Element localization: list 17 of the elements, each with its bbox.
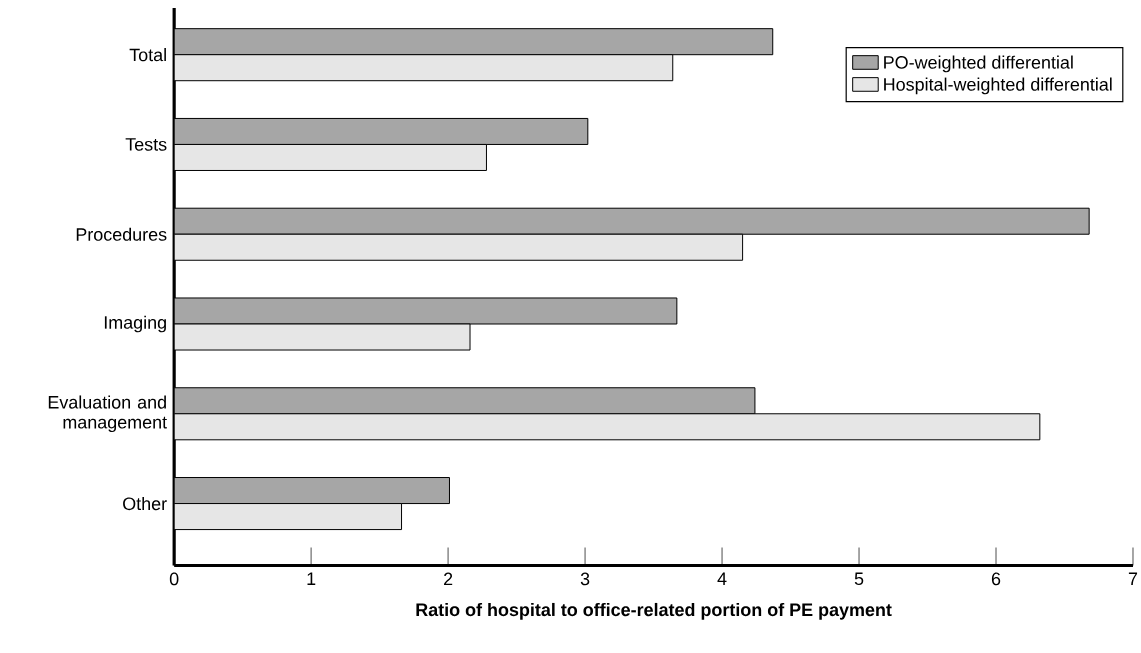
x-tick-label: 3 bbox=[580, 572, 590, 586]
y-tick-label: Imaging bbox=[104, 315, 166, 333]
legend-label: PO-weighted differential bbox=[884, 55, 1073, 73]
y-tick-label: Tests bbox=[125, 138, 167, 151]
legend-label: Hospital-weighted differential bbox=[884, 77, 1112, 95]
x-axis-title: Ratio of hospital to office-related portion of PE payment bbox=[416, 603, 892, 620]
x-tick-label: 4 bbox=[717, 572, 727, 586]
x-tick-label: 7 bbox=[1128, 572, 1138, 586]
x-tick-label: 1 bbox=[307, 572, 316, 586]
y-tick-label: Evaluation and management bbox=[48, 395, 167, 433]
y-tick-label: Other bbox=[123, 497, 167, 511]
x-tick-label: 6 bbox=[991, 572, 1001, 586]
x-tick-label: 0 bbox=[169, 572, 179, 586]
x-tick-label: 2 bbox=[444, 572, 453, 586]
y-tick-label: Total bbox=[129, 48, 166, 62]
y-tick-label: Procedures bbox=[76, 227, 167, 242]
x-tick-label: 5 bbox=[854, 572, 864, 586]
